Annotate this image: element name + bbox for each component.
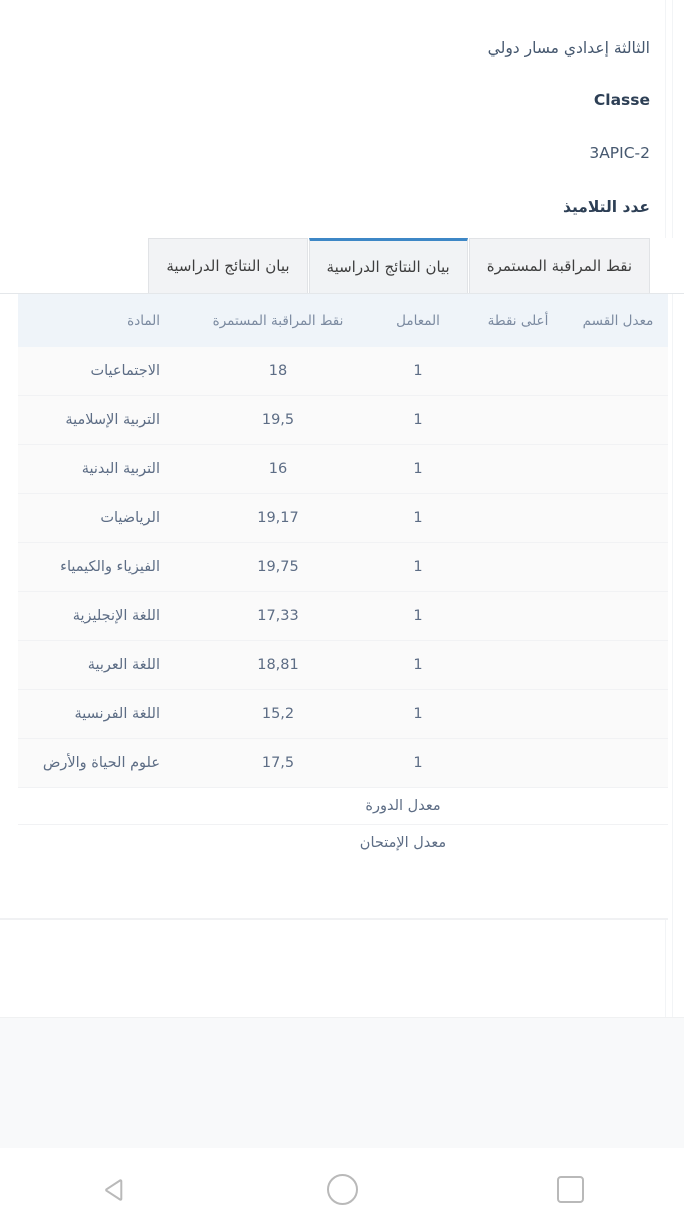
table-row: 1 17,33 اللغة الإنجليزية	[18, 591, 668, 641]
cell-subject: اللغة العربية	[18, 640, 188, 690]
webview-content: الثالثة إعدادي مسار دولي Classe 3APIC-2 …	[0, 0, 684, 1148]
grades-table-footer: معدل الدورة معدل الإمتحان	[18, 787, 668, 861]
cell-continuous-assessment: 18	[188, 347, 368, 396]
tab-bar: نقط المراقبة المستمرة بيان النتائج الدرا…	[0, 238, 684, 294]
cell-coefficient: 1	[368, 738, 468, 787]
table-row: 1 19,17 الرياضيات	[18, 493, 668, 543]
cell-subject: اللغة الإنجليزية	[18, 591, 188, 641]
class-title: الثالثة إعدادي مسار دولي	[487, 39, 650, 57]
cell-coefficient: 1	[368, 347, 468, 396]
table-footer-row: معدل الإمتحان	[18, 824, 668, 861]
cell-coefficient: 1	[368, 395, 468, 445]
classe-label: Classe	[593, 90, 650, 109]
table-row: 1 15,2 اللغة الفرنسية	[18, 689, 668, 739]
cell-coefficient: 1	[368, 689, 468, 739]
footer-label: معدل الدورة	[318, 787, 488, 825]
cell-continuous-assessment: 18,81	[188, 640, 368, 690]
cell-class-average	[568, 640, 668, 690]
classe-value: 3APIC-2	[589, 144, 650, 162]
cell-class-average	[568, 542, 668, 592]
column-header-class-average: معدل القسم	[568, 294, 668, 347]
back-button[interactable]	[69, 1160, 159, 1220]
grades-table-head: معدل القسم أعلى نقطة المعامل نقط المراقب…	[18, 294, 668, 347]
cell-highest-mark	[468, 493, 568, 543]
cell-highest-mark	[468, 444, 568, 494]
cell-class-average	[568, 591, 668, 641]
recents-button[interactable]	[525, 1160, 615, 1220]
cell-continuous-assessment: 19,5	[188, 395, 368, 445]
footer-label: معدل الإمتحان	[318, 824, 488, 861]
tab-continuous-assessment[interactable]: نقط المراقبة المستمرة	[468, 238, 650, 293]
column-header-subject: المادة	[18, 294, 188, 347]
table-row: 1 19,5 التربية الإسلامية	[18, 395, 668, 445]
home-button[interactable]	[297, 1160, 387, 1220]
cell-subject: الرياضيات	[18, 493, 188, 543]
table-row: 1 18,81 اللغة العربية	[18, 640, 668, 690]
cell-subject: الفيزياء والكيمياء	[18, 542, 188, 592]
column-header-continuous-assessment: نقط المراقبة المستمرة	[188, 294, 368, 347]
cell-continuous-assessment: 17,33	[188, 591, 368, 641]
footer-value	[488, 824, 668, 861]
table-bottom-rule	[0, 918, 668, 919]
cell-class-average	[568, 689, 668, 739]
cell-class-average	[568, 493, 668, 543]
cell-highest-mark	[468, 640, 568, 690]
table-tail-space	[0, 861, 668, 918]
cell-continuous-assessment: 15,2	[188, 689, 368, 739]
cell-continuous-assessment: 17,5	[188, 738, 368, 787]
cell-highest-mark	[468, 591, 568, 641]
page-gutter-line-inner	[672, 0, 673, 1148]
android-nav-bar	[0, 1148, 684, 1231]
cell-class-average	[568, 444, 668, 494]
cell-highest-mark	[468, 395, 568, 445]
cell-subject: التربية الإسلامية	[18, 395, 188, 445]
grades-table-card: معدل القسم أعلى نقطة المعامل نقط المراقب…	[0, 294, 668, 920]
footer-value	[488, 787, 668, 825]
cell-subject: الاجتماعيات	[18, 347, 188, 396]
cell-highest-mark	[468, 738, 568, 787]
cell-coefficient: 1	[368, 444, 468, 494]
cell-class-average	[568, 395, 668, 445]
table-row: 1 19,75 الفيزياء والكيمياء	[18, 542, 668, 592]
column-header-coefficient: المعامل	[368, 294, 468, 347]
column-header-highest-mark: أعلى نقطة	[468, 294, 568, 347]
circle-icon	[326, 1174, 358, 1205]
cell-subject: علوم الحياة والأرض	[18, 738, 188, 787]
grades-table-body: 1 18 الاجتماعيات 1 19,5 التربية الإسلامية 1 16 ا…	[18, 347, 668, 787]
cell-subject: التربية البدنية	[18, 444, 188, 494]
cell-subject: اللغة الفرنسية	[18, 689, 188, 739]
tab-results-statement[interactable]: بيان النتائج الدراسية	[148, 238, 308, 293]
cell-highest-mark	[468, 542, 568, 592]
triangle-left-icon	[105, 1178, 123, 1201]
grades-table: معدل القسم أعلى نقطة المعامل نقط المراقب…	[18, 294, 668, 787]
cell-highest-mark	[468, 347, 568, 396]
cell-class-average	[568, 738, 668, 787]
table-row: 1 18 الاجتماعيات	[18, 347, 668, 396]
table-footer-row: معدل الدورة	[18, 787, 668, 825]
cell-coefficient: 1	[368, 542, 468, 592]
tab-label: نقط المراقبة المستمرة	[486, 257, 632, 275]
class-info-block: الثالثة إعدادي مسار دولي Classe 3APIC-2 …	[34, 0, 650, 269]
students-count-label: عدد التلاميذ	[563, 197, 650, 216]
cell-coefficient: 1	[368, 640, 468, 690]
page-footer-panel	[0, 1017, 684, 1148]
square-icon	[556, 1176, 584, 1203]
cell-highest-mark	[468, 689, 568, 739]
cell-continuous-assessment: 16	[188, 444, 368, 494]
tab-label: بيان النتائج الدراسية	[326, 258, 450, 276]
cell-continuous-assessment: 19,75	[188, 542, 368, 592]
table-header-row: معدل القسم أعلى نقطة المعامل نقط المراقب…	[18, 294, 668, 347]
cell-coefficient: 1	[368, 591, 468, 641]
cell-continuous-assessment: 19,17	[188, 493, 368, 543]
cell-coefficient: 1	[368, 493, 468, 543]
tab-results-statement-active[interactable]: بيان النتائج الدراسية	[308, 238, 468, 293]
footer-spacer	[18, 787, 318, 825]
cell-class-average	[568, 347, 668, 396]
table-row: 1 16 التربية البدنية	[18, 444, 668, 494]
table-row: 1 17,5 علوم الحياة والأرض	[18, 738, 668, 787]
footer-spacer	[18, 824, 318, 861]
tab-label: بيان النتائج الدراسية	[166, 257, 290, 275]
